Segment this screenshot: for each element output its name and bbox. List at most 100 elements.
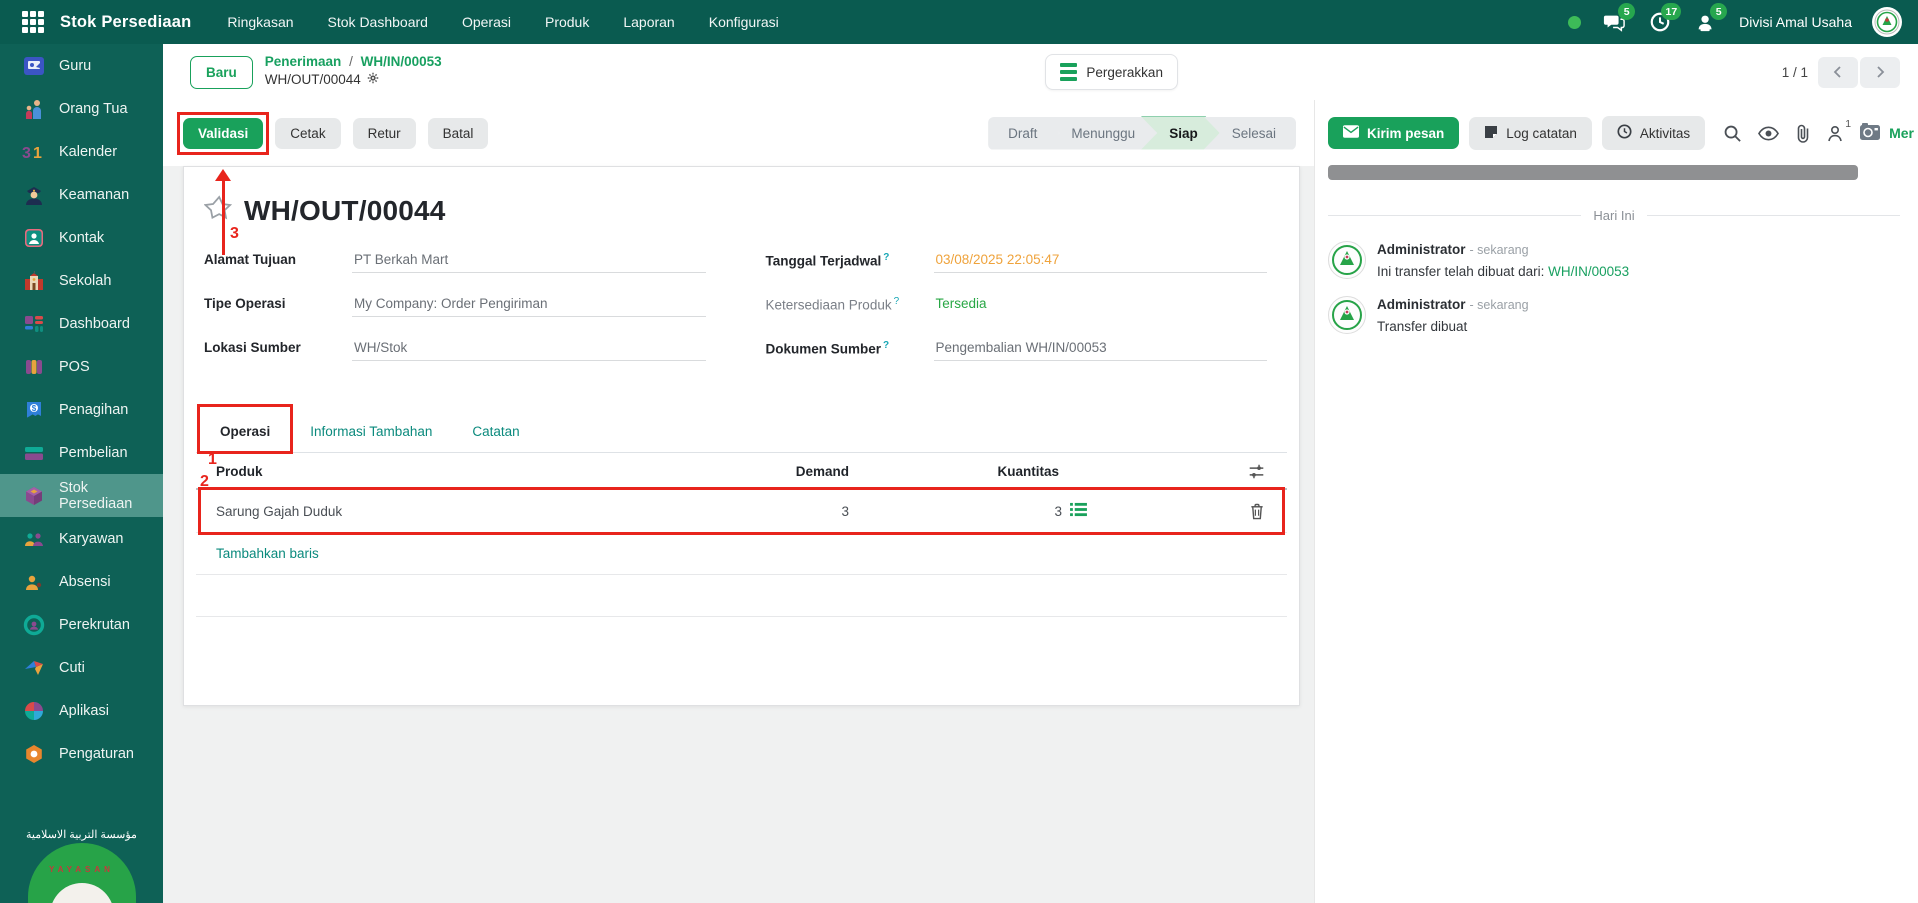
field-value-dokumen-sumber[interactable]: Pengembalian WH/IN/00053 (933, 338, 1267, 361)
pager-previous-button[interactable] (1817, 56, 1858, 88)
state-draft[interactable]: Draft (988, 117, 1059, 150)
moves-list-icon (1060, 63, 1078, 81)
return-button[interactable]: Retur (352, 117, 416, 149)
messages-icon[interactable]: 5 (1601, 3, 1636, 35)
pergerakkan-button[interactable]: Pergerakkan (1045, 54, 1178, 90)
delete-row-icon[interactable] (1127, 503, 1287, 520)
contacts-icon (22, 226, 46, 250)
message-time: - sekarang (1469, 298, 1529, 312)
composer-placeholder-bar[interactable] (1328, 165, 1858, 180)
user-avatar[interactable] (1872, 7, 1902, 37)
sidebar-item-label: Cuti (59, 659, 85, 676)
followers-icon[interactable]: 1 (1827, 118, 1851, 142)
field-label-tanggal-terjadwal: Tanggal Terjadwal? (765, 252, 890, 269)
cell-produk[interactable]: Sarung Gajah Duduk (216, 503, 343, 519)
sidebar-item-aplikasi[interactable]: Aplikasi (0, 689, 163, 732)
sidebar-item-label: Guru (59, 57, 92, 74)
state-selesai[interactable]: Selesai (1203, 116, 1296, 150)
sidebar-item-label: Pengaturan (59, 745, 134, 762)
state-menunggu[interactable]: Menunggu (1043, 117, 1157, 150)
field-value-lokasi-sumber[interactable]: WH/Stok (352, 338, 706, 361)
favorite-star-icon[interactable] (203, 193, 234, 228)
tab-catatan[interactable]: Catatan (472, 424, 520, 439)
tab-informasi-tambahan[interactable]: Informasi Tambahan (310, 424, 433, 439)
breadcrumb-parent[interactable]: Penerimaan (264, 54, 342, 70)
field-value-tipe-operasi[interactable]: My Company: Order Pengiriman (352, 294, 706, 317)
svg-text:1: 1 (33, 145, 42, 162)
activity-button[interactable]: Aktivitas (1601, 116, 1706, 150)
sidebar-item-dashboard[interactable]: Dashboard (0, 302, 163, 345)
sidebar-item-guru[interactable]: Guru (0, 44, 163, 87)
teacher-icon (22, 54, 46, 78)
inventory-icon (22, 484, 46, 508)
field-value-tanggal-terjadwal[interactable]: 03/08/2025 22:05:47 (933, 250, 1267, 273)
send-message-button[interactable]: Kirim pesan (1328, 117, 1460, 149)
cell-demand[interactable]: 3 (841, 503, 849, 519)
camera-icon (1859, 122, 1881, 144)
sidebar-item-pembelian[interactable]: Pembelian (0, 431, 163, 474)
menu-operasi[interactable]: Operasi (461, 14, 511, 30)
menu-stok-dashboard[interactable]: Stok Dashboard (327, 14, 428, 30)
sidebar-item-label: Penagihan (59, 401, 129, 418)
menu-produk[interactable]: Produk (544, 14, 590, 30)
sidebar-item-pengaturan[interactable]: Pengaturan (0, 732, 163, 775)
tab-operasi[interactable]: Operasi (197, 404, 294, 454)
print-button[interactable]: Cetak (275, 117, 341, 149)
activities-clock-icon[interactable]: 17 (1647, 3, 1682, 35)
cell-kuantitas[interactable]: 3 (877, 502, 1127, 520)
validate-button[interactable]: Validasi (183, 117, 264, 149)
table-row[interactable]: Sarung Gajah Duduk 3 3 2 (196, 473, 1287, 535)
activity-clock-icon (1617, 124, 1632, 142)
sidebar-item-cuti[interactable]: Cuti (0, 646, 163, 689)
sidebar-item-stok-persediaan[interactable]: Stok Persediaan (0, 474, 163, 517)
table-header: Produk Demand Kuantitas (196, 453, 1287, 490)
app-title[interactable]: Stok Persediaan (60, 12, 192, 31)
sidebar-item-pos[interactable]: POS (0, 345, 163, 388)
column-produk[interactable]: Produk (216, 464, 263, 479)
attachment-paperclip-icon[interactable] (1795, 124, 1811, 143)
field-value-alamat-tujuan[interactable]: PT Berkah Mart (352, 250, 706, 273)
svg-text:$: $ (32, 404, 37, 413)
detailed-operations-icon[interactable] (1070, 502, 1087, 520)
add-row-link[interactable]: Tambahkan baris (196, 533, 1287, 575)
watch-eye-icon[interactable] (1758, 125, 1780, 141)
column-demand[interactable]: Demand (795, 464, 849, 479)
sidebar-item-kontak[interactable]: Kontak (0, 216, 163, 259)
message-record-link[interactable]: WH/IN/00053 (1548, 264, 1630, 279)
menu-konfigurasi[interactable]: Konfigurasi (708, 14, 779, 30)
record-gear-icon[interactable] (366, 71, 380, 90)
sidebar-item-orang-tua[interactable]: Orang Tua (0, 87, 163, 130)
optional-columns-icon[interactable] (1127, 463, 1287, 480)
apps-grid-icon[interactable] (22, 11, 44, 33)
dashboard-icon (22, 312, 46, 336)
menu-laporan[interactable]: Laporan (623, 14, 675, 30)
sidebar-item-perekrutan[interactable]: Perekrutan (0, 603, 163, 646)
breadcrumb-current[interactable]: WH/IN/00053 (360, 54, 442, 70)
sidebar-item-label: Pembelian (59, 444, 128, 461)
new-button[interactable]: Baru (190, 55, 253, 89)
message-avatar (1328, 296, 1366, 339)
user-name[interactable]: Divisi Amal Usaha (1739, 14, 1852, 30)
sidebar-item-karyawan[interactable]: Karyawan (0, 517, 163, 560)
column-kuantitas[interactable]: Kuantitas (997, 464, 1059, 479)
sidebar-item-label: Karyawan (59, 530, 124, 547)
foundation-logo: مؤسسة التربية الاسلامية YAYASAN DQI (0, 828, 163, 903)
menu-ringkasan[interactable]: Ringkasan (227, 14, 294, 30)
follow-toggle[interactable]: Mer (1859, 122, 1914, 144)
help-icon: ? (883, 252, 890, 263)
requests-icon[interactable]: 5 (1693, 3, 1728, 35)
pager-count: 1 / 1 (1781, 64, 1808, 80)
sidebar-item-absensi[interactable]: Absensi (0, 560, 163, 603)
search-messages-icon[interactable] (1723, 124, 1742, 143)
timeoff-icon (22, 656, 46, 680)
log-note-button[interactable]: Log catatan (1469, 116, 1592, 150)
sidebar-item-keamanan[interactable]: Keamanan (0, 173, 163, 216)
message-author[interactable]: Administrator (1377, 297, 1466, 312)
message-author[interactable]: Administrator (1377, 242, 1466, 257)
sidebar-item-sekolah[interactable]: Sekolah (0, 259, 163, 302)
sidebar-item-penagihan[interactable]: $ Penagihan (0, 388, 163, 431)
pager-next-button[interactable] (1859, 56, 1900, 88)
cancel-button[interactable]: Batal (427, 117, 489, 149)
